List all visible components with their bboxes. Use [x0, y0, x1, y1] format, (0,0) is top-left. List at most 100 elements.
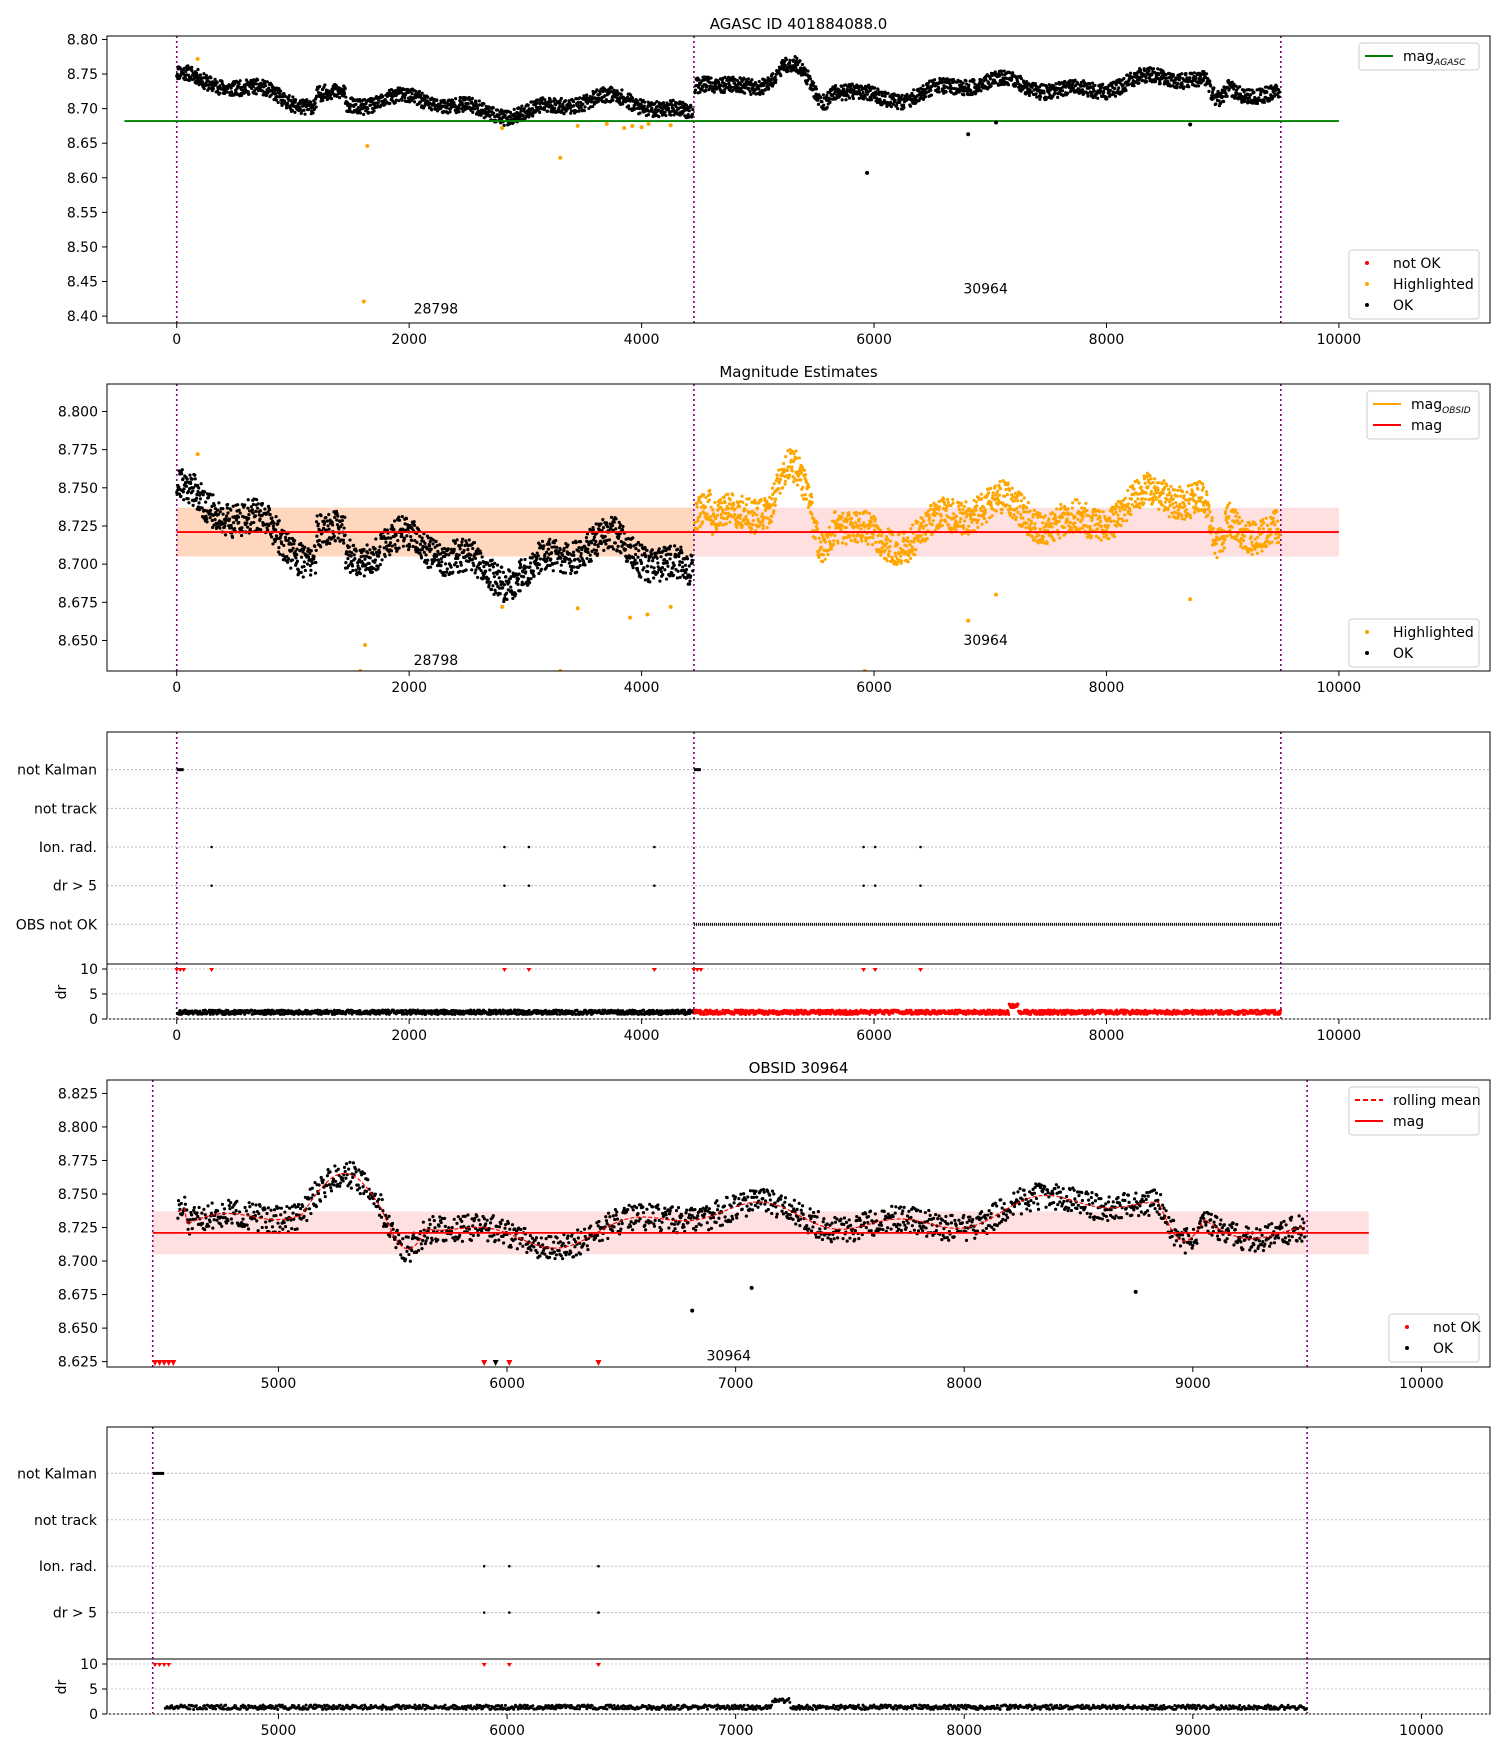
data-point [397, 546, 401, 550]
data-point [508, 569, 512, 573]
data-point [1243, 99, 1247, 104]
data-point [1088, 82, 1092, 86]
data-point [290, 558, 295, 562]
data-point [704, 495, 708, 500]
data-point [299, 555, 304, 559]
data-point [333, 515, 337, 520]
data-point [702, 75, 707, 79]
data-point [213, 517, 217, 522]
data-point [571, 550, 576, 554]
data-point [528, 565, 532, 569]
data-point [191, 489, 195, 493]
data-point [467, 95, 471, 100]
data-point [459, 563, 463, 567]
data-point [1090, 81, 1095, 85]
legend-marker [1365, 282, 1369, 286]
data-point [327, 512, 331, 517]
data-point [1121, 83, 1125, 87]
data-point-highlighted [622, 125, 627, 130]
data-point [1063, 80, 1067, 84]
data-point [814, 87, 818, 91]
data-point [438, 103, 442, 107]
data-point [243, 503, 247, 507]
data-point [301, 575, 305, 579]
data-point [559, 563, 563, 567]
data-point [630, 96, 635, 100]
data-point [519, 558, 523, 562]
data-point [287, 93, 291, 98]
data-point [347, 545, 351, 549]
data-point [546, 556, 550, 560]
data-point [605, 521, 609, 525]
data-point [254, 498, 259, 502]
data-point [1169, 78, 1173, 82]
data-point [664, 577, 669, 581]
data-point [514, 592, 518, 596]
data-point [1117, 86, 1121, 90]
data-point [522, 107, 526, 111]
data-point [182, 498, 186, 502]
data-point [794, 65, 798, 69]
data-point [461, 537, 465, 541]
data-point [1209, 84, 1213, 88]
data-point [1245, 96, 1249, 100]
data-point [563, 99, 568, 103]
data-point [318, 84, 322, 89]
data-point [912, 88, 916, 92]
data-point [532, 574, 536, 578]
data-point [559, 96, 563, 101]
x-tick-label: 8000 [1089, 332, 1125, 348]
data-point [709, 514, 713, 519]
data-point [221, 507, 225, 511]
data-point [187, 501, 191, 505]
data-point [882, 99, 886, 103]
data-point [502, 583, 507, 587]
data-point [239, 533, 244, 538]
y-tick-label: 8.70 [67, 102, 98, 118]
data-point [767, 86, 771, 90]
data-point [785, 469, 790, 473]
data-point [237, 520, 241, 525]
data-point [950, 86, 954, 90]
data-point [999, 83, 1003, 87]
data-point [1068, 79, 1072, 83]
data-point [609, 515, 614, 519]
data-point [423, 541, 427, 545]
data-point [516, 577, 521, 581]
data-point [314, 548, 318, 553]
data-point [362, 574, 366, 578]
data-point [633, 558, 637, 562]
data-point [362, 112, 366, 116]
data-point [215, 80, 219, 85]
data-point [366, 107, 370, 111]
data-point [517, 106, 521, 110]
data-point [558, 104, 562, 108]
data-point [342, 92, 347, 96]
data-point [521, 582, 525, 586]
data-point [458, 547, 462, 551]
data-point [582, 109, 586, 113]
data-point [405, 534, 409, 538]
data-point [434, 539, 438, 543]
data-point [191, 486, 196, 490]
data-point [722, 516, 726, 520]
data-point [354, 102, 358, 106]
data-point [698, 90, 702, 94]
data-point [818, 95, 823, 100]
data-point [254, 82, 259, 86]
data-point [277, 546, 281, 550]
data-point [343, 87, 347, 91]
data-point [350, 551, 354, 555]
data-point [295, 547, 299, 551]
y-tick-label: 8.75 [67, 67, 98, 83]
data-point [201, 493, 205, 497]
data-point [599, 522, 603, 526]
data-point [784, 58, 789, 62]
legend-marker [1365, 261, 1369, 265]
data-point [429, 547, 433, 551]
data-point [311, 111, 315, 115]
data-point [350, 564, 355, 568]
data-point [578, 563, 582, 568]
data-point [365, 543, 369, 547]
data-point [340, 523, 344, 527]
